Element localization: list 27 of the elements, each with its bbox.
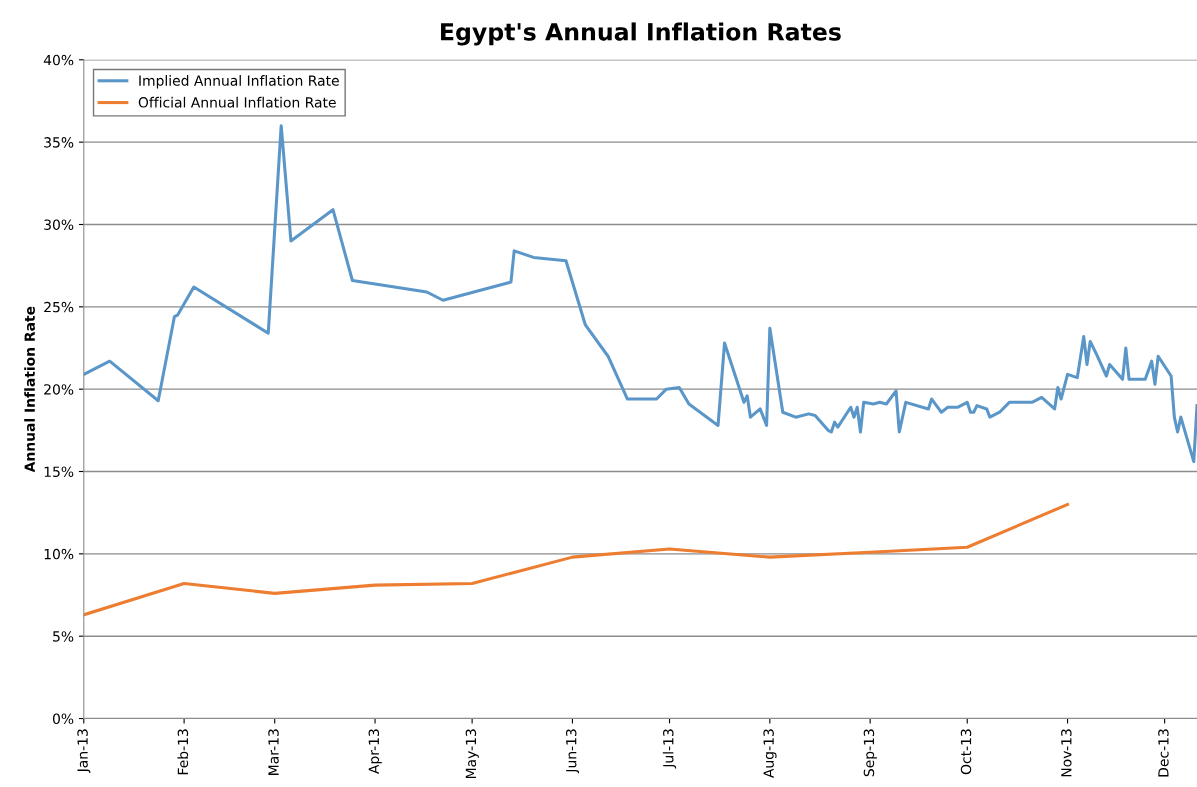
x-tick-label: Oct-13: [960, 729, 972, 775]
x-tick-label: Jan-13: [77, 729, 91, 774]
x-tick-label: May-13: [465, 729, 479, 779]
y-tick-label: 20%: [44, 384, 74, 395]
line-series: [83, 124, 1197, 464]
x-tick-label: Apr-13: [368, 729, 382, 774]
line-series: [83, 502, 1070, 617]
y-tick-label: 30%: [44, 219, 74, 230]
x-tick-label: Nov-13: [1061, 729, 1072, 777]
y-tick-label: 0%: [52, 713, 74, 725]
x-tick-label: Dec-13: [1158, 729, 1169, 777]
y-tick-label: 40%: [43, 54, 74, 66]
x-tick-label: Mar-13: [268, 729, 279, 775]
y-tick-label: 15%: [44, 466, 74, 477]
chart-title: Egypt's Annual Inflation Rates: [441, 22, 841, 46]
x-tick-label: Jul-13: [662, 729, 677, 769]
legend-label: Official Annual Inflation Rate: [138, 96, 336, 108]
x-tick-label: Aug-13: [763, 729, 777, 778]
y-tick-label: 5%: [53, 631, 74, 642]
y-tick-label: 25%: [44, 301, 74, 313]
y-tick-label: 35%: [44, 137, 74, 148]
x-tick-label: Feb-13: [177, 729, 189, 775]
y-tick-label: 10%: [44, 548, 74, 560]
y-axis-title: Annual Inflation Rate: [24, 306, 35, 473]
x-tick-label: Jun-13: [565, 729, 580, 774]
x-tick-label: Sep-13: [863, 729, 877, 777]
legend-label: Implied Annual Inflation Rate: [139, 75, 339, 89]
